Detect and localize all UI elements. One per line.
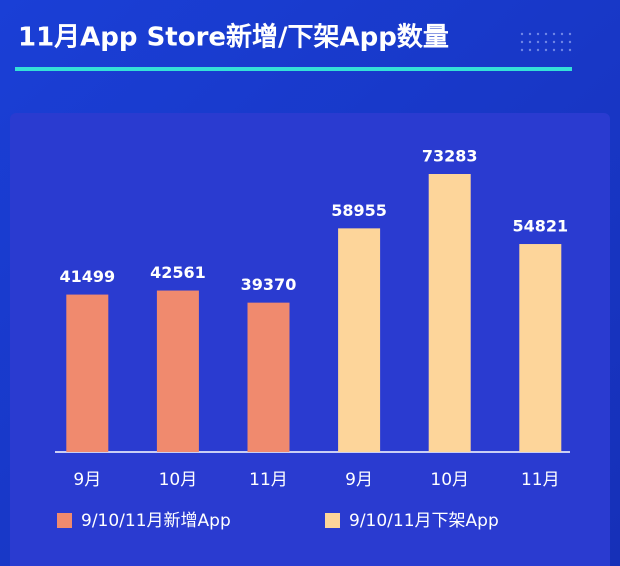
- legend-swatch: [57, 513, 72, 528]
- x-tick-label: 10月: [159, 470, 198, 490]
- data-label: 58955: [331, 201, 387, 220]
- data-label: 54821: [512, 217, 568, 236]
- x-tick-label: 11月: [249, 470, 288, 490]
- x-tick-label: 10月: [430, 470, 469, 490]
- data-label: 41499: [59, 267, 115, 286]
- x-tick-label: 9月: [73, 470, 101, 490]
- legend-label: 9/10/11月新增App: [81, 511, 231, 531]
- legend-label: 9/10/11月下架App: [349, 511, 499, 531]
- legend-swatch: [325, 513, 340, 528]
- bar: [247, 302, 290, 452]
- title-underline: [15, 67, 572, 71]
- data-label: 39370: [241, 275, 297, 294]
- x-tick-label: 9月: [345, 470, 373, 490]
- bar: [519, 244, 562, 452]
- data-label: 73283: [422, 147, 478, 166]
- data-label: 42561: [150, 263, 206, 282]
- decoration-dots: [518, 28, 572, 52]
- bar: [338, 228, 381, 452]
- bar: [156, 290, 199, 452]
- bar: [428, 174, 471, 452]
- x-tick-label: 11月: [521, 470, 560, 490]
- bar: [66, 294, 109, 452]
- chart-title: 11月App Store新增/下架App数量: [18, 22, 449, 53]
